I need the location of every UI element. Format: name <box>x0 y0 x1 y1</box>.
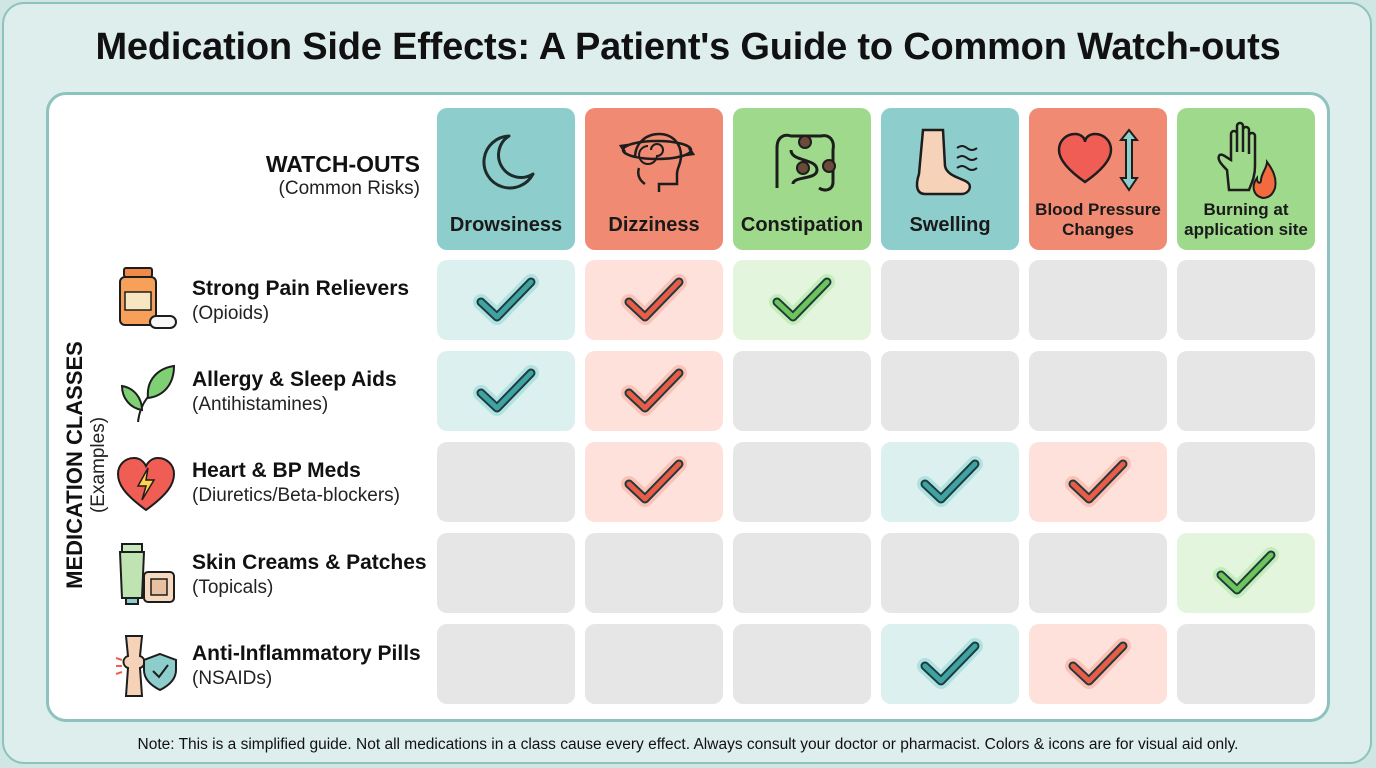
class-row-label: Heart & BP Meds (Diuretics/Beta-blockers… <box>192 458 400 508</box>
page-title: Medication Side Effects: A Patient's Gui… <box>95 26 1281 68</box>
check-icon <box>1065 638 1131 689</box>
matrix-cell-empty <box>1177 624 1315 704</box>
matrix-cell-empty <box>585 533 723 613</box>
spinning-head-icon <box>618 132 696 192</box>
row-axis-title: MEDICATION CLASSES <box>62 341 87 589</box>
matrix-cell-checked <box>1177 533 1315 613</box>
class-examples: (Diuretics/Beta-blockers) <box>192 485 400 506</box>
matrix-cell-checked <box>585 260 723 340</box>
check-icon <box>621 274 687 325</box>
effect-header-blood-pressure: Blood Pressure Changes <box>1029 108 1167 250</box>
effect-header-swelling: Swelling <box>881 108 1019 250</box>
matrix-cell-empty <box>1177 351 1315 431</box>
matrix-cell-empty <box>733 533 871 613</box>
effect-label: Dizziness <box>608 214 700 236</box>
disclaimer-note: Note: This is a simplified guide. Not al… <box>137 736 1239 753</box>
class-name: Skin Creams & Patches <box>192 551 427 574</box>
effect-label: Drowsiness <box>449 214 563 236</box>
matrix-cell-checked <box>585 351 723 431</box>
class-name: Allergy & Sleep Aids <box>192 368 397 391</box>
matrix-cell-empty <box>1029 533 1167 613</box>
check-icon <box>473 365 539 416</box>
class-row-label: Anti-Inflammatory Pills (NSAIDs) <box>192 641 421 691</box>
effect-header-drowsiness: Drowsiness <box>437 108 575 250</box>
moon-icon <box>482 134 535 190</box>
matrix-cell-empty <box>1029 260 1167 340</box>
class-name: Heart & BP Meds <box>192 459 361 482</box>
matrix-cell-empty <box>1029 351 1167 431</box>
class-row-label: Strong Pain Relievers (Opioids) <box>192 276 409 326</box>
matrix-cell-empty <box>881 260 1019 340</box>
leaf-icon <box>120 364 176 423</box>
matrix-cell-empty <box>733 624 871 704</box>
matrix-cell-checked <box>1029 624 1167 704</box>
class-name: Strong Pain Relievers <box>192 277 410 300</box>
cream-tube-icon <box>118 543 175 605</box>
matrix-cell-checked <box>437 260 575 340</box>
effect-label: Constipation <box>740 214 864 236</box>
matrix-cell-empty <box>437 624 575 704</box>
effect-label: Swelling <box>909 214 991 236</box>
matrix-cell-empty <box>733 442 871 522</box>
matrix-cell-checked <box>733 260 871 340</box>
check-icon <box>621 456 687 507</box>
class-examples: (Antihistamines) <box>192 394 329 415</box>
matrix-cell-empty <box>881 533 1019 613</box>
column-axis-label: WATCH-OUTS (Common Risks) <box>266 150 420 200</box>
matrix-cell-empty <box>1177 260 1315 340</box>
intestine-icon <box>775 133 836 192</box>
class-examples: (Opioids) <box>192 303 270 324</box>
class-examples: (Topicals) <box>192 577 274 598</box>
heart-bolt-icon <box>116 456 176 512</box>
matrix-cell-empty <box>437 533 575 613</box>
matrix-cell-empty <box>881 351 1019 431</box>
check-icon <box>473 274 539 325</box>
effect-header-burning: Burning at application site <box>1177 108 1315 250</box>
matrix-cell-checked <box>881 624 1019 704</box>
effect-header-constipation: Constipation <box>733 108 871 250</box>
matrix-cell-empty <box>437 442 575 522</box>
class-name: Anti-Inflammatory Pills <box>192 642 421 665</box>
matrix-cell-empty <box>1177 442 1315 522</box>
hand-flame-icon <box>1217 121 1277 200</box>
class-row-label: Allergy & Sleep Aids (Antihistamines) <box>192 367 397 417</box>
swollen-foot-icon <box>915 128 978 196</box>
pill-bottle-icon <box>119 267 177 329</box>
matrix-cell-checked <box>585 442 723 522</box>
matrix-cell-empty <box>733 351 871 431</box>
row-axis-label: MEDICATION CLASSES (Examples) <box>62 341 110 589</box>
matrix-cell-checked <box>881 442 1019 522</box>
check-icon <box>917 456 983 507</box>
check-icon <box>1213 547 1279 598</box>
column-axis-title: WATCH-OUTS <box>265 151 420 177</box>
effect-label: Burning at application site <box>1184 200 1308 239</box>
class-examples: (NSAIDs) <box>192 668 273 689</box>
matrix-cell-checked <box>437 351 575 431</box>
column-axis-subtitle: (Common Risks) <box>278 178 420 199</box>
matrix-cell-checked <box>1029 442 1167 522</box>
class-row-label: Skin Creams & Patches (Topicals) <box>192 550 427 600</box>
check-icon <box>769 274 835 325</box>
check-icon <box>917 638 983 689</box>
check-icon <box>621 365 687 416</box>
row-axis-subtitle: (Examples) <box>88 416 109 514</box>
joint-shield-icon <box>115 635 177 697</box>
effect-label: Blood Pressure Changes <box>1035 200 1161 239</box>
check-icon <box>1065 456 1131 507</box>
heart-arrows-icon <box>1057 128 1140 192</box>
matrix-cell-empty <box>585 624 723 704</box>
effect-header-dizziness: Dizziness <box>585 108 723 250</box>
